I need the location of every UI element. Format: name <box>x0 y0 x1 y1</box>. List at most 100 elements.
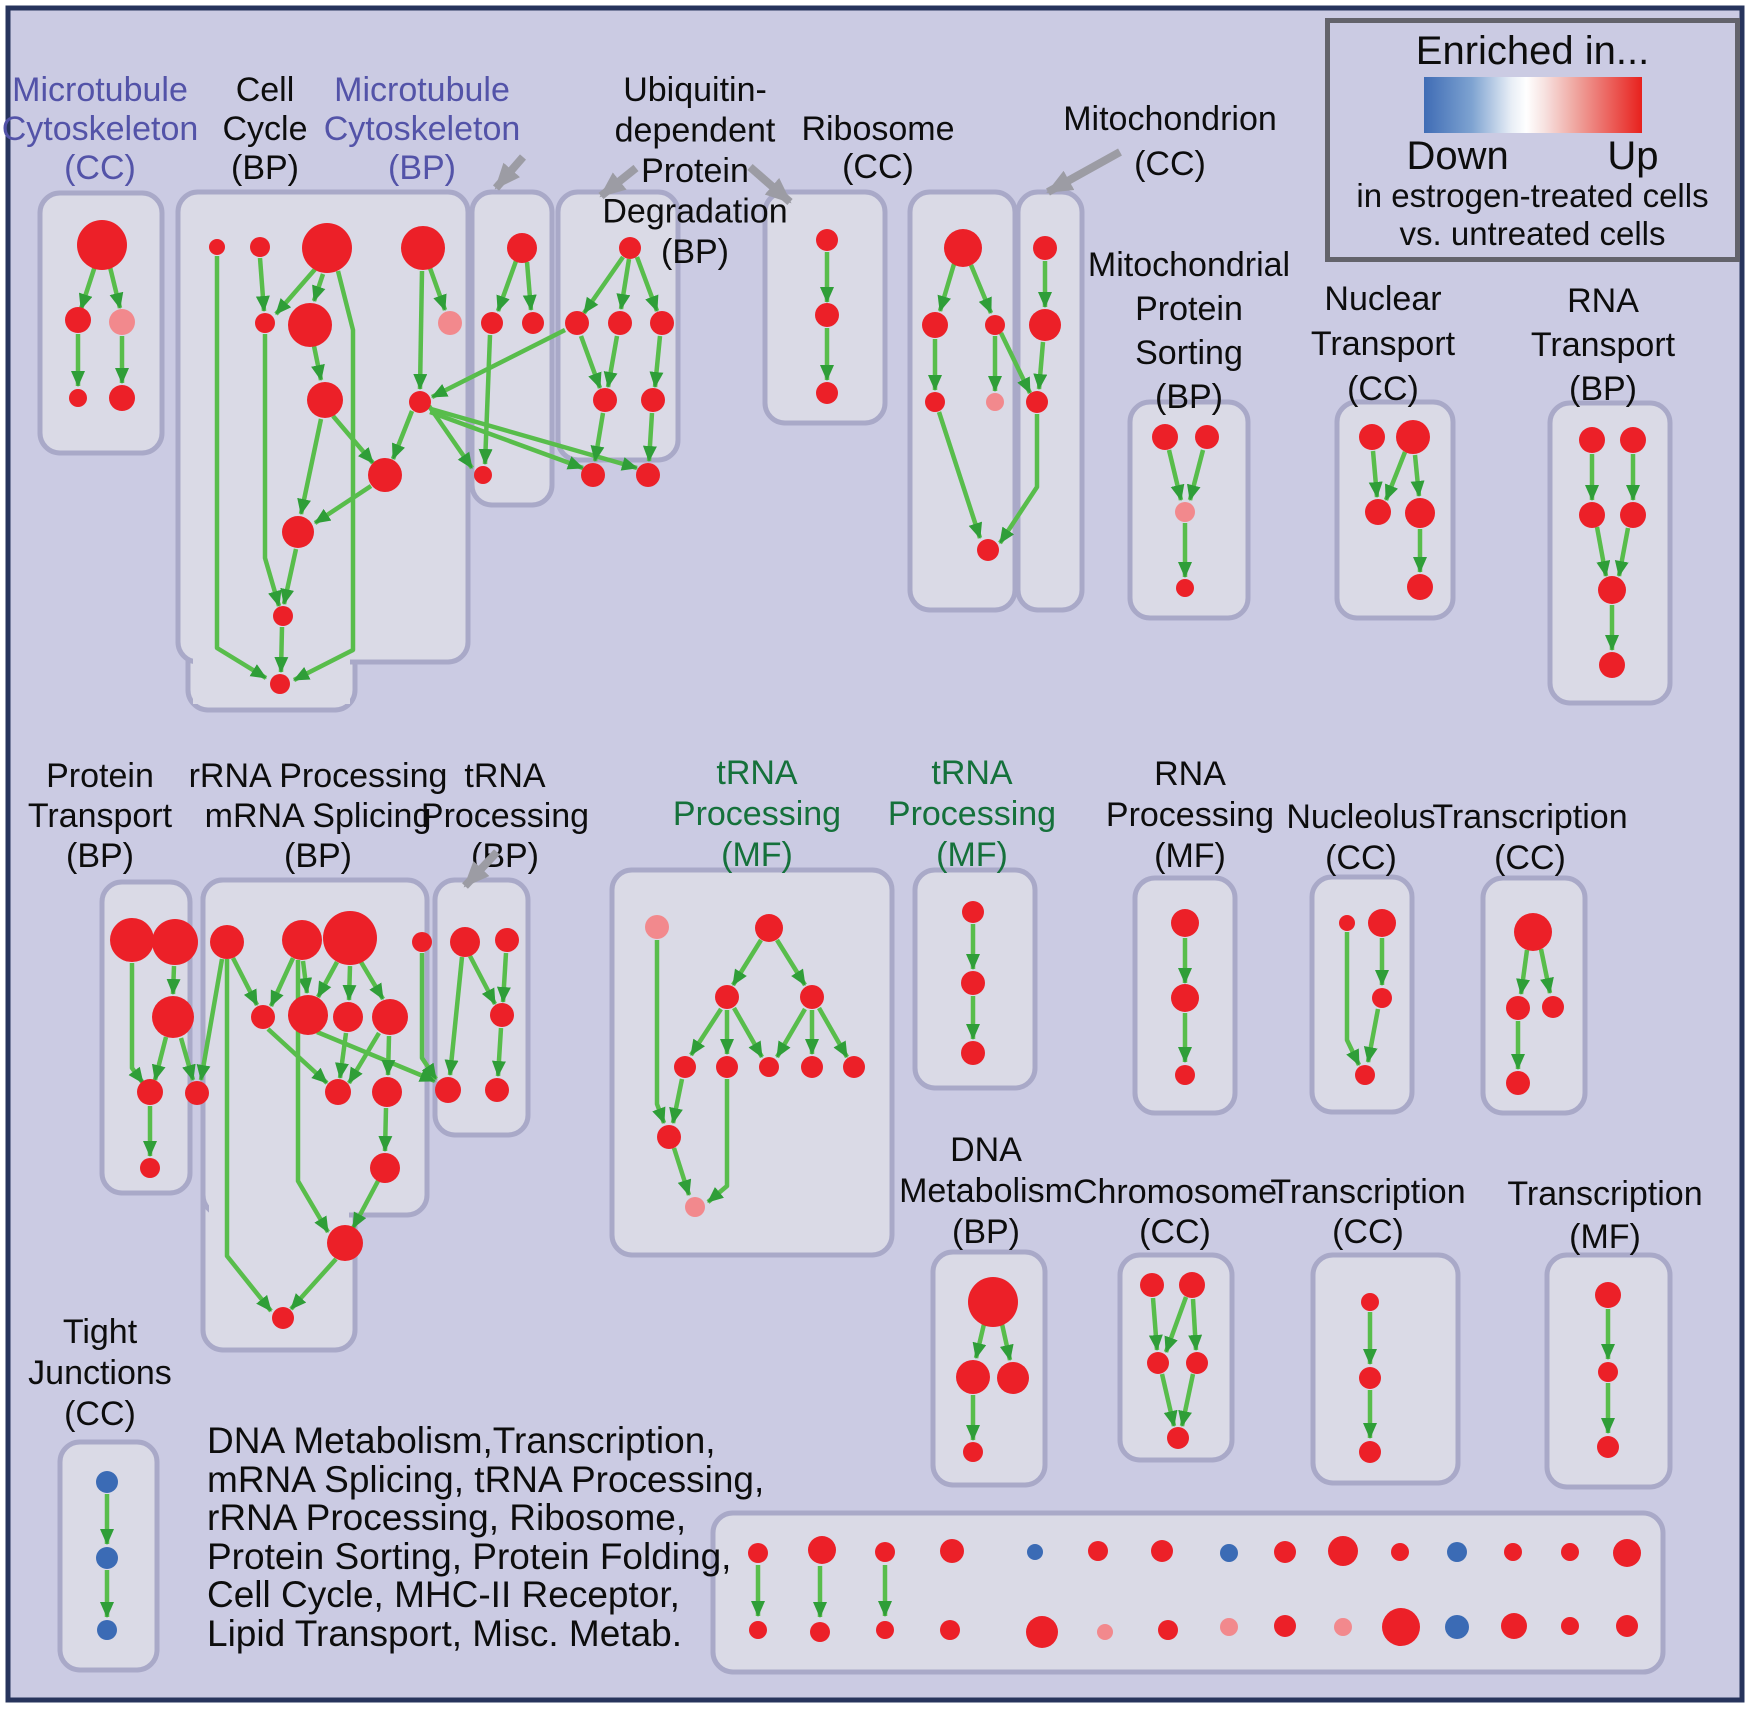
go-term-node <box>1561 1543 1579 1561</box>
go-term-edge <box>297 418 324 515</box>
go-term-node <box>370 1153 400 1183</box>
go-term-edge <box>731 938 763 987</box>
go-term-edge <box>151 1036 169 1081</box>
go-term-node <box>1097 1624 1113 1640</box>
go-term-node <box>650 311 674 335</box>
go-term-node <box>485 1078 509 1102</box>
go-term-node <box>875 1542 895 1562</box>
go-term-edge <box>998 414 1040 545</box>
go-term-edge <box>107 266 124 309</box>
go-term-node <box>608 311 632 335</box>
legend-gradient-bar <box>1423 77 1642 133</box>
go-term-node <box>77 220 127 270</box>
go-term-edge <box>1186 449 1206 501</box>
go-term-edge <box>495 260 519 312</box>
go-term-node <box>110 918 154 962</box>
go-term-edge <box>311 345 325 381</box>
go-term-node <box>1595 1282 1621 1308</box>
go-term-edge <box>347 1031 381 1085</box>
go-term-node <box>495 928 519 952</box>
go-term-node <box>674 1056 696 1078</box>
go-term-node <box>1506 1071 1530 1095</box>
go-term-node <box>1396 420 1430 454</box>
go-term-node <box>209 239 225 255</box>
go-term-edge <box>1148 1297 1163 1351</box>
note-line: rRNA Processing, Ribosome, <box>207 1497 687 1539</box>
go-term-node <box>307 382 343 418</box>
cluster-box-nuclear-transport <box>1334 399 1456 621</box>
go-term-node <box>716 1056 738 1078</box>
go-term-edge <box>1188 1298 1203 1351</box>
go-term-edge <box>311 273 326 302</box>
go-term-node <box>97 1620 117 1640</box>
go-term-node <box>412 932 432 952</box>
go-term-node <box>1391 1543 1409 1561</box>
go-term-node <box>1274 1615 1296 1637</box>
go-term-edge <box>255 257 270 312</box>
go-term-node <box>152 919 198 965</box>
go-term-node <box>450 927 480 957</box>
go-term-edge <box>817 1006 849 1059</box>
go-term-node <box>481 312 503 334</box>
go-term-edge <box>289 1257 338 1311</box>
cluster-label-microtubule-cc: Microtubule Cytoskeleton (CC) <box>2 71 199 187</box>
go-term-node <box>749 1621 767 1639</box>
go-term-node <box>250 237 270 257</box>
go-term-edge <box>1163 1296 1189 1353</box>
go-term-node <box>273 606 293 626</box>
go-term-node <box>985 315 1005 335</box>
go-term-node <box>372 999 408 1035</box>
go-term-node <box>1620 427 1646 453</box>
go-term-node <box>1158 1620 1178 1640</box>
go-term-node <box>323 911 377 965</box>
go-term-node <box>940 1539 964 1563</box>
go-term-node <box>1407 574 1433 600</box>
go-term-edge <box>1363 1008 1381 1063</box>
go-term-node <box>645 915 669 939</box>
go-term-node <box>1616 1615 1638 1637</box>
go-term-node <box>1506 996 1530 1020</box>
go-term-node <box>801 1056 823 1078</box>
go-term-edge <box>496 952 511 1003</box>
go-term-node <box>302 223 352 273</box>
go-term-node <box>490 1003 514 1027</box>
go-term-edge <box>1368 450 1383 498</box>
cluster-label-tight-junctions: Tight Junctions (CC) <box>28 1313 172 1433</box>
go-term-node <box>69 389 87 407</box>
go-term-edge <box>669 1078 685 1124</box>
go-term-edge <box>1614 527 1631 577</box>
go-term-node <box>282 516 314 548</box>
go-term-node <box>1355 1065 1375 1085</box>
note-line: Cell Cycle, MHC-II Receptor, <box>207 1574 680 1616</box>
go-term-edge <box>522 261 537 311</box>
go-term-node <box>1598 1362 1618 1382</box>
cluster-label-dna-metabolism: DNA Metabolism (BP) <box>899 1131 1073 1251</box>
go-term-edge <box>444 956 465 1076</box>
note-line: Protein Sorting, Protein Folding, <box>207 1535 732 1577</box>
cluster-label-cell-cycle: Cell Cycle (BP) <box>222 71 307 187</box>
go-term-edge <box>1383 451 1408 501</box>
go-term-node <box>565 311 589 335</box>
go-term-node <box>755 914 783 942</box>
go-term-edge <box>292 270 356 683</box>
cluster-label-mitochondrial-protein-sorting: Mitochondrial Protein Sorting (BP) <box>1088 246 1290 416</box>
go-term-node <box>956 1360 990 1394</box>
go-term-edge <box>689 1007 723 1057</box>
go-term-edge <box>274 626 289 673</box>
cluster-label-ribosome: Ribosome (CC) <box>801 110 954 186</box>
go-term-node <box>1613 1539 1641 1567</box>
go-term-node <box>185 1081 209 1105</box>
go-term-node <box>255 313 275 333</box>
cluster-label-chromosome: Chromosome (CC) <box>1073 1173 1277 1251</box>
go-term-node <box>581 463 605 487</box>
go-term-edge <box>298 960 313 994</box>
cluster-label-nuclear-transport: Nuclear Transport (CC) <box>1311 280 1456 408</box>
go-term-node <box>1598 576 1626 604</box>
go-term-node <box>1359 424 1385 450</box>
go-term-edge <box>582 255 625 315</box>
go-term-node <box>140 1158 160 1178</box>
go-term-edge <box>196 958 225 1081</box>
cluster-label-mitochondrion: Mitochondrion (CC) <box>1063 100 1277 183</box>
go-term-node <box>815 303 839 327</box>
go-term-node <box>1359 1441 1381 1463</box>
